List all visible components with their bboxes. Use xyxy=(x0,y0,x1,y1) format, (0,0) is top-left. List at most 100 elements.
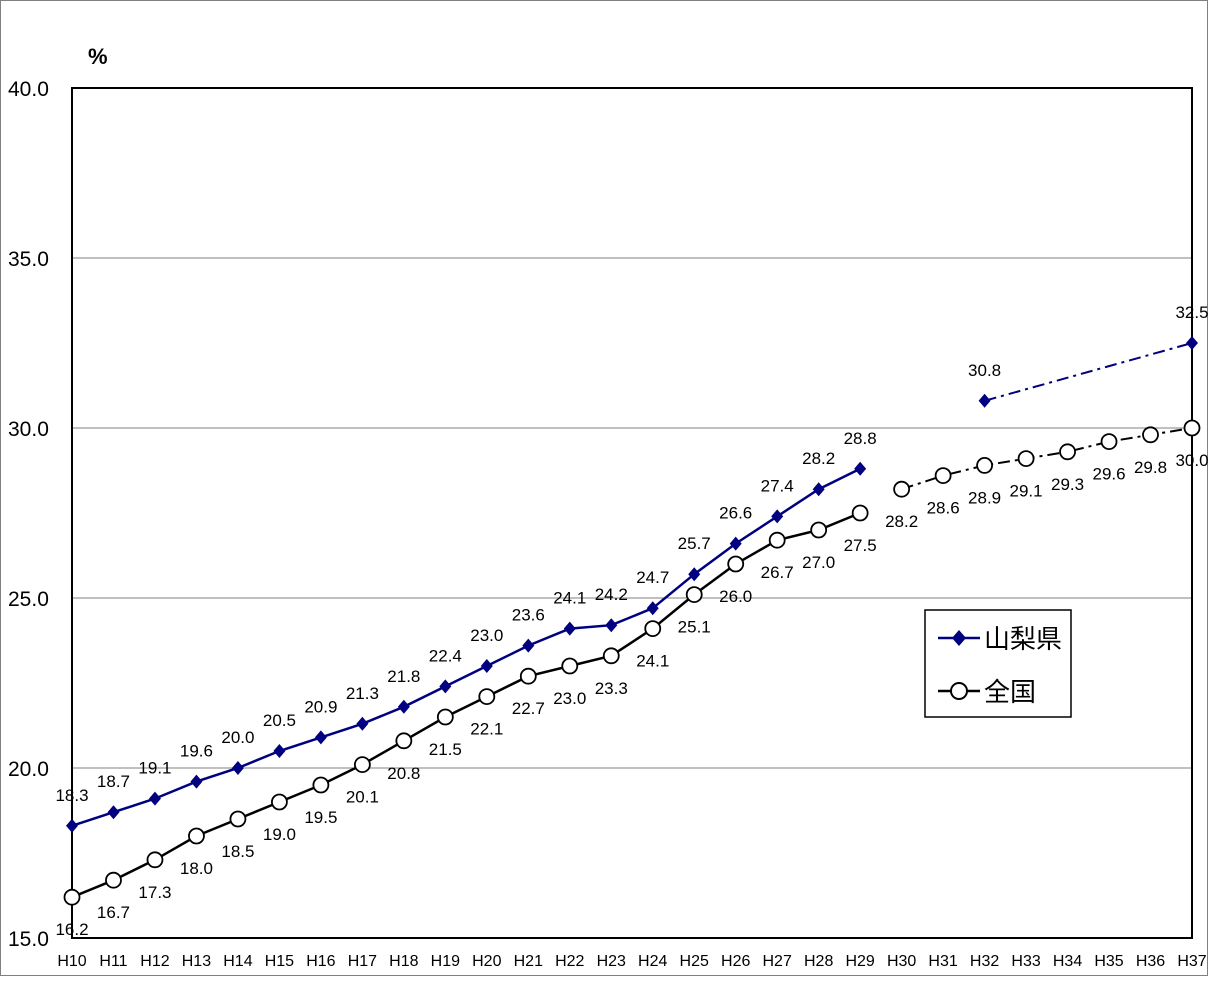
x-tick-label: H21 xyxy=(514,953,543,970)
x-tick-label: H33 xyxy=(1011,953,1040,970)
x-tick-label: H12 xyxy=(140,953,169,970)
y-tick-label: 35.0 xyxy=(8,248,49,271)
data-label: 29.8 xyxy=(1134,458,1167,477)
x-tick-label: H29 xyxy=(845,953,874,970)
data-label: 26.0 xyxy=(719,587,752,606)
data-point-circle xyxy=(313,778,328,793)
legend: 山梨県 全国 xyxy=(925,610,1071,717)
data-point-circle xyxy=(936,468,951,483)
data-point-circle xyxy=(894,482,909,497)
y-tick-label: 40.0 xyxy=(8,78,49,101)
data-point-circle xyxy=(770,533,785,548)
data-label: 20.1 xyxy=(346,788,379,807)
y-tick-label: 25.0 xyxy=(8,588,49,611)
data-label: 22.7 xyxy=(512,699,545,718)
data-point-circle xyxy=(977,458,992,473)
x-tick-label: H26 xyxy=(721,953,750,970)
data-point-circle xyxy=(645,621,660,636)
data-label: 30.8 xyxy=(968,361,1001,380)
data-label: 21.3 xyxy=(346,684,379,703)
data-label: 20.8 xyxy=(387,764,420,783)
data-label: 28.6 xyxy=(927,499,960,518)
data-label: 26.7 xyxy=(761,563,794,582)
data-label: 23.3 xyxy=(595,679,628,698)
x-tick-label: H25 xyxy=(680,953,709,970)
data-label: 20.0 xyxy=(221,728,254,747)
data-point-circle xyxy=(479,689,494,704)
data-point-circle xyxy=(604,648,619,663)
data-label: 27.0 xyxy=(802,553,835,572)
x-tick-label: H24 xyxy=(638,953,667,970)
data-label: 16.2 xyxy=(55,920,88,939)
data-label: 24.2 xyxy=(595,585,628,604)
y-tick-label: 20.0 xyxy=(8,758,49,781)
data-label: 27.5 xyxy=(844,536,877,555)
data-point-circle xyxy=(1019,451,1034,466)
data-label: 23.0 xyxy=(553,689,586,708)
data-point-circle xyxy=(396,733,411,748)
data-label: 29.1 xyxy=(1010,482,1043,501)
data-label: 28.8 xyxy=(844,429,877,448)
x-tick-label: H18 xyxy=(389,953,418,970)
x-tick-label: H32 xyxy=(970,953,999,970)
data-point-circle xyxy=(355,757,370,772)
data-point-circle xyxy=(728,557,743,572)
data-label: 28.2 xyxy=(802,449,835,468)
data-label: 19.5 xyxy=(304,808,337,827)
data-label: 20.9 xyxy=(304,697,337,716)
x-tick-label: H11 xyxy=(99,953,127,970)
x-tick-label: H36 xyxy=(1136,953,1165,970)
x-tick-label: H16 xyxy=(306,953,335,970)
legend-label-national: 全国 xyxy=(984,677,1036,707)
x-tick-label: H19 xyxy=(431,953,460,970)
x-tick-label: H37 xyxy=(1177,953,1206,970)
data-label: 19.1 xyxy=(138,759,171,778)
data-label: 17.3 xyxy=(138,883,171,902)
data-label: 24.1 xyxy=(636,652,669,671)
data-label: 32.5 xyxy=(1175,303,1208,322)
x-tick-label: H34 xyxy=(1053,953,1082,970)
data-point-circle xyxy=(106,873,121,888)
data-label: 24.7 xyxy=(636,568,669,587)
data-point-circle xyxy=(189,829,204,844)
data-label: 18.7 xyxy=(97,772,130,791)
x-tick-label: H35 xyxy=(1094,953,1123,970)
x-tick-label: H20 xyxy=(472,953,501,970)
y-tick-label: 15.0 xyxy=(8,928,49,951)
data-label: 26.6 xyxy=(719,504,752,523)
data-label: 21.5 xyxy=(429,740,462,759)
data-point-circle xyxy=(1185,421,1200,436)
data-label: 28.9 xyxy=(968,488,1001,507)
data-point-circle xyxy=(272,795,287,810)
x-tick-label: H30 xyxy=(887,953,916,970)
data-label: 29.3 xyxy=(1051,475,1084,494)
x-tick-label: H22 xyxy=(555,953,584,970)
legend-label-yamanashi: 山梨県 xyxy=(984,624,1062,654)
x-tick-label: H14 xyxy=(223,953,252,970)
data-label: 16.7 xyxy=(97,903,130,922)
data-label: 29.6 xyxy=(1092,465,1125,484)
data-label: 19.6 xyxy=(180,742,213,761)
data-label: 23.0 xyxy=(470,626,503,645)
data-point-circle xyxy=(521,669,536,684)
data-point-circle xyxy=(1102,434,1117,449)
data-point-circle xyxy=(147,852,162,867)
data-point-circle xyxy=(687,587,702,602)
data-point-circle xyxy=(853,506,868,521)
data-point-circle xyxy=(438,710,453,725)
x-tick-label: H23 xyxy=(597,953,626,970)
data-label: 27.4 xyxy=(761,476,794,495)
x-tick-label: H10 xyxy=(57,953,86,970)
data-point-circle xyxy=(1143,427,1158,442)
data-label: 22.1 xyxy=(470,720,503,739)
data-label: 30.0 xyxy=(1175,451,1208,470)
data-label: 18.0 xyxy=(180,859,213,878)
data-label: 24.1 xyxy=(553,589,586,608)
data-point-circle xyxy=(811,523,826,538)
x-tick-label: H31 xyxy=(928,953,957,970)
data-label: 18.3 xyxy=(55,786,88,805)
data-label: 22.4 xyxy=(429,646,462,665)
data-label: 18.5 xyxy=(221,842,254,861)
data-label: 28.2 xyxy=(885,512,918,531)
